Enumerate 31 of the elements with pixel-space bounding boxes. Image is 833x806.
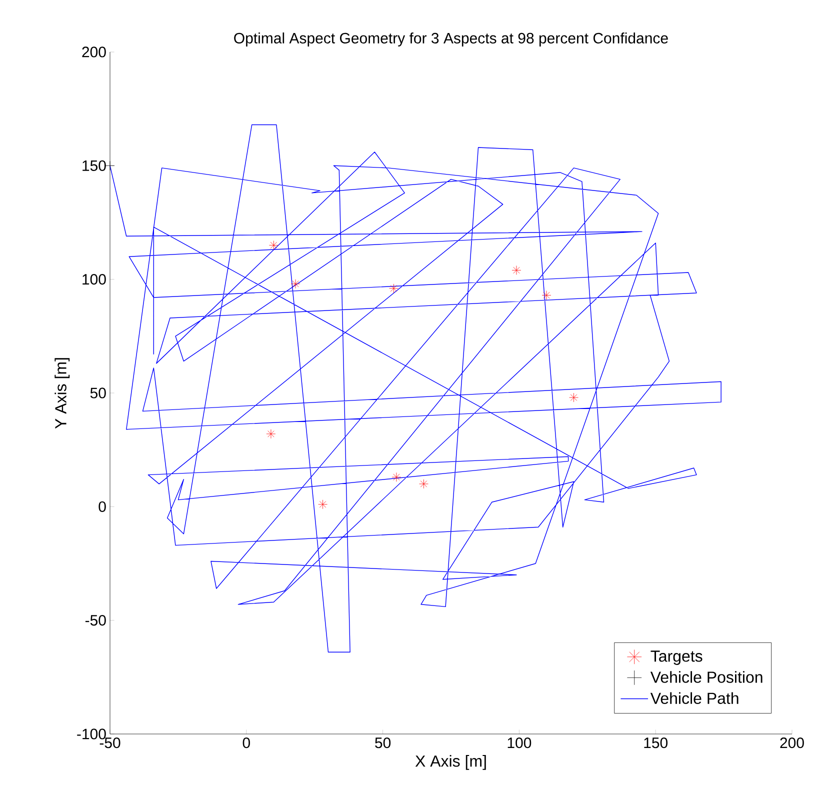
point (266, 429, 276, 439)
y-tick-label: -50 (85, 615, 106, 626)
y-tick-label: 0 (98, 501, 106, 512)
line-series (110, 124, 722, 652)
point (512, 266, 522, 275)
point (542, 290, 552, 300)
chart-title: Optimal Aspect Geometry for 3 Aspects at 98 percent Confidance (234, 32, 668, 46)
y-axis-title: Y Axis [m] (54, 358, 70, 429)
point (389, 284, 398, 294)
point (419, 479, 428, 489)
x-tick-label: -50 (100, 738, 120, 748)
point (569, 392, 578, 402)
x-tick-label: 50 (375, 738, 391, 748)
y-tick-label: 150 (82, 160, 106, 171)
x-tick-label: 0 (242, 738, 250, 748)
legend-label: Vehicle Path (650, 692, 738, 704)
y-tick-label: 200 (82, 46, 106, 58)
y-tick-label: -100 (77, 728, 106, 740)
point (392, 472, 402, 482)
point (318, 500, 328, 510)
x-tick-label: 150 (644, 738, 668, 748)
point (290, 279, 300, 289)
y-tick-label: 100 (82, 274, 106, 285)
point (268, 240, 278, 250)
x-tick-label: 100 (508, 738, 532, 748)
x-axis-title: X Axis [m] (415, 755, 486, 770)
x-tick-label: 200 (780, 738, 804, 748)
legend-label: Targets (650, 650, 702, 665)
y-tick-label: 50 (90, 388, 106, 398)
point (105, 160, 115, 170)
legend-label: Vehicle Position (650, 671, 762, 683)
